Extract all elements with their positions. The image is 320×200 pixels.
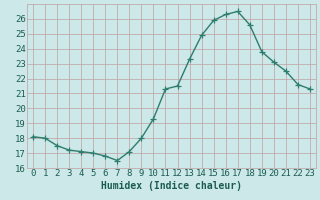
X-axis label: Humidex (Indice chaleur): Humidex (Indice chaleur) — [101, 181, 242, 191]
